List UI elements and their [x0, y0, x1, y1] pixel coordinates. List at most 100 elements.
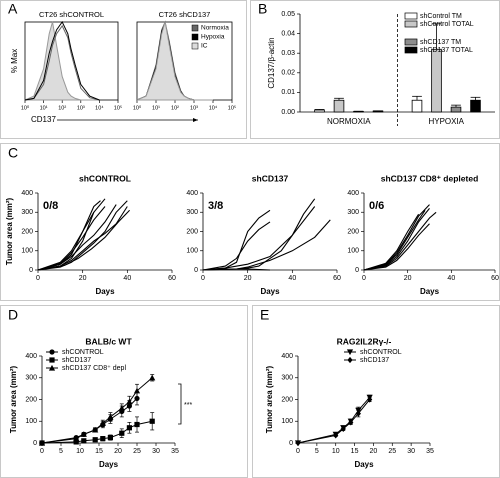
- annotation: 0/8: [43, 200, 58, 212]
- marker: [126, 425, 132, 431]
- y-tick-label: 0.00: [281, 109, 295, 116]
- x-tick-label: 10⁰: [21, 104, 30, 111]
- y-tick-label: 100: [25, 418, 37, 425]
- x-axis-label: Days: [95, 287, 115, 296]
- y-axis-label: % Max: [10, 49, 19, 73]
- y-tick-label: 100: [186, 248, 198, 255]
- marker: [149, 374, 156, 381]
- x-tick-label: 15: [95, 448, 103, 455]
- growth-curve: [37, 209, 130, 271]
- legend-swatch: [404, 20, 418, 28]
- x-tick-label: 5: [59, 448, 63, 455]
- x-tick-label: 20: [79, 275, 87, 282]
- marker: [118, 405, 125, 411]
- x-tick-label: HYPOXIA: [428, 117, 464, 126]
- marker: [99, 420, 106, 427]
- x-tick-label: 25: [388, 448, 396, 455]
- y-tick-label: 100: [21, 248, 33, 255]
- bar: [470, 99, 481, 113]
- y-tick-label: 0: [289, 440, 293, 447]
- y-tick-label: 0: [33, 440, 37, 447]
- x-axis-label: Days: [354, 460, 374, 469]
- x-tick-label: 60: [491, 275, 499, 282]
- x-tick-label: 10²: [171, 105, 179, 111]
- y-tick-label: 200: [21, 228, 33, 235]
- legend-label: shCONTROL: [62, 349, 104, 356]
- marker: [348, 419, 354, 426]
- x-tick-label: 60: [168, 275, 176, 282]
- x-axis-label: Days: [99, 460, 119, 469]
- chart-title: RAG2IL2Rγ-/-: [337, 336, 392, 346]
- legend-marker: [346, 349, 354, 356]
- x-axis-label: Days: [420, 287, 440, 296]
- histogram-curve: [24, 24, 100, 101]
- bar: [333, 99, 345, 113]
- legend-label: shCD137: [360, 357, 389, 364]
- legend-label: shControl TM: [420, 13, 462, 20]
- marker: [92, 426, 99, 433]
- y-tick-label: 400: [25, 353, 37, 360]
- legend-label: Normoxia: [201, 25, 229, 32]
- growth-curve: [37, 204, 117, 271]
- legend-label: shCD137 TM: [420, 39, 461, 46]
- x-tick-label: 0: [40, 448, 44, 455]
- chart-title: shCD137 CD8⁺ depleted: [381, 173, 479, 183]
- growth-curve: [202, 221, 271, 271]
- x-tick-label: 60: [333, 275, 341, 282]
- x-axis-label: CD137: [31, 115, 56, 124]
- chart-title: BALB/c WT: [85, 336, 132, 346]
- growth-curve: [41, 398, 138, 444]
- bar: [411, 99, 423, 113]
- x-tick-label: 5: [315, 448, 319, 455]
- y-tick-label: 0: [194, 267, 198, 274]
- x-tick-label: 0: [36, 275, 40, 282]
- x-tick-label: 20: [114, 448, 122, 455]
- bar: [450, 106, 462, 113]
- x-tick-label: 10⁵: [114, 104, 122, 111]
- y-tick-label: 0.05: [281, 11, 295, 18]
- growth-curve: [297, 399, 371, 444]
- growth-curve: [202, 209, 271, 271]
- marker: [367, 396, 373, 403]
- y-tick-label: 0.02: [281, 70, 295, 77]
- y-tick-label: 200: [25, 396, 37, 403]
- bar: [314, 109, 325, 113]
- growth-curve: [363, 208, 430, 271]
- x-tick-label: 35: [426, 448, 434, 455]
- marker: [73, 435, 80, 442]
- x-tick-label: NORMOXIA: [327, 117, 371, 126]
- x-tick-label: 40: [123, 275, 131, 282]
- growth-curve: [41, 420, 153, 444]
- significance-bracket: [178, 383, 182, 425]
- x-tick-label: 30: [407, 448, 415, 455]
- y-tick-label: 0.03: [281, 50, 295, 57]
- x-tick-label: 10¹: [40, 105, 48, 111]
- x-tick-label: 20: [404, 275, 412, 282]
- growth-curve: [37, 200, 128, 271]
- y-tick-label: 300: [281, 375, 293, 382]
- y-tick-label: 300: [21, 209, 33, 216]
- x-tick-label: 10: [76, 448, 84, 455]
- y-tick-label: 400: [186, 190, 198, 197]
- chart-title: CT26 shCONTROL: [39, 10, 104, 19]
- x-tick-label: 0: [201, 275, 205, 282]
- growth-curve: [363, 213, 420, 271]
- legend-label: IC: [201, 43, 208, 50]
- growth-curve: [363, 211, 437, 271]
- legend-swatch: [191, 24, 199, 32]
- legend-label: shCD137 CD8⁺ depl: [62, 365, 126, 372]
- x-tick-label: 10²: [58, 105, 66, 111]
- y-tick-label: 300: [347, 209, 359, 216]
- x-tick-label: 20: [370, 448, 378, 455]
- y-tick-label: 100: [347, 248, 359, 255]
- y-tick-label: 200: [281, 396, 293, 403]
- legend-swatch: [191, 33, 199, 41]
- legend-swatch: [404, 12, 418, 20]
- marker: [119, 430, 125, 436]
- marker: [333, 432, 339, 439]
- annotation: ***: [184, 402, 192, 409]
- panel-frame: [0, 0, 247, 139]
- marker: [133, 387, 141, 394]
- growth-curve: [202, 268, 271, 271]
